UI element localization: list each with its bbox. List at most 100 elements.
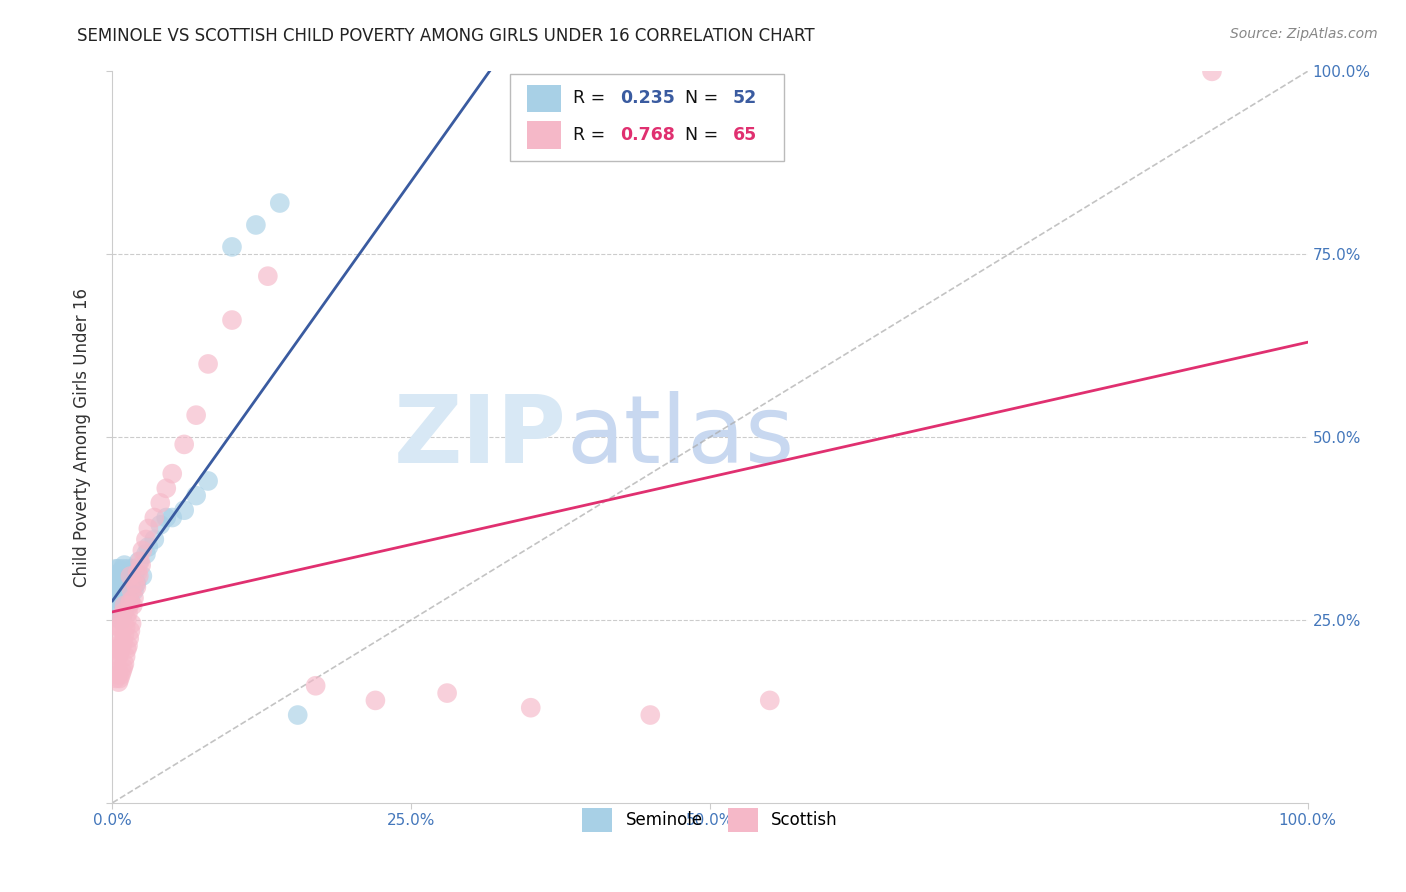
Point <box>115 613 138 627</box>
Point <box>104 591 127 605</box>
Point <box>110 591 132 605</box>
Point <box>117 639 139 653</box>
Text: ZIP: ZIP <box>394 391 567 483</box>
Point <box>115 642 138 657</box>
FancyBboxPatch shape <box>527 121 561 149</box>
Point <box>131 543 153 558</box>
Point <box>245 218 267 232</box>
Point <box>112 635 135 649</box>
Point <box>118 632 141 646</box>
FancyBboxPatch shape <box>527 85 561 112</box>
Point <box>197 474 219 488</box>
Point <box>120 594 142 608</box>
Point <box>173 503 195 517</box>
Point <box>111 566 134 580</box>
Point <box>114 558 135 573</box>
Point <box>287 708 309 723</box>
Text: R =: R = <box>572 89 610 107</box>
Point <box>138 540 160 554</box>
Point <box>121 576 143 591</box>
Text: 0.768: 0.768 <box>620 126 675 144</box>
Point <box>105 672 128 686</box>
Point <box>129 554 152 568</box>
Point <box>108 672 131 686</box>
Point <box>1201 64 1223 78</box>
Point <box>110 642 132 657</box>
Point <box>118 599 141 613</box>
Point <box>105 642 128 657</box>
Point <box>759 693 782 707</box>
Point <box>120 594 142 608</box>
Point <box>640 708 662 723</box>
Text: atlas: atlas <box>567 391 794 483</box>
Point <box>115 566 138 580</box>
Point <box>186 489 208 503</box>
Point <box>128 554 150 568</box>
Point <box>305 679 328 693</box>
Point <box>104 627 127 641</box>
Text: 52: 52 <box>733 89 756 107</box>
Point <box>108 599 131 613</box>
Point <box>104 649 127 664</box>
Point <box>364 693 387 707</box>
Point <box>143 510 166 524</box>
Text: 0.235: 0.235 <box>620 89 675 107</box>
Point <box>112 606 135 620</box>
Y-axis label: Child Poverty Among Girls Under 16: Child Poverty Among Girls Under 16 <box>73 287 91 587</box>
Point <box>110 569 132 583</box>
Point <box>135 547 157 561</box>
Point <box>122 583 145 598</box>
Point <box>105 576 128 591</box>
Point <box>114 657 135 671</box>
Point <box>117 591 139 605</box>
Point <box>105 639 128 653</box>
Point <box>149 517 172 532</box>
Point <box>120 624 142 638</box>
Point <box>111 587 134 601</box>
Point <box>117 606 139 620</box>
Point <box>105 667 128 681</box>
Point <box>155 510 177 524</box>
Point <box>114 569 136 583</box>
Point <box>520 700 543 714</box>
Point <box>105 583 128 598</box>
Point <box>117 562 139 576</box>
Point <box>112 606 135 620</box>
Point <box>114 627 135 641</box>
Point <box>111 664 134 678</box>
Text: N =: N = <box>685 126 724 144</box>
Point <box>120 569 142 583</box>
Point <box>127 566 149 580</box>
Point <box>197 357 219 371</box>
Point <box>143 533 166 547</box>
Point <box>107 562 129 576</box>
Point <box>436 686 458 700</box>
Point <box>103 664 125 678</box>
Point <box>107 583 129 598</box>
Point <box>122 591 145 605</box>
Point <box>221 240 243 254</box>
Point <box>124 576 146 591</box>
Point <box>112 562 135 576</box>
Point <box>125 576 148 591</box>
Point <box>112 660 135 674</box>
Point <box>107 606 129 620</box>
Point <box>269 196 291 211</box>
Text: Source: ZipAtlas.com: Source: ZipAtlas.com <box>1230 27 1378 41</box>
Point <box>257 269 280 284</box>
Point <box>107 649 129 664</box>
Point <box>107 620 129 634</box>
Point <box>131 569 153 583</box>
Point <box>173 437 195 451</box>
Point <box>110 613 132 627</box>
Text: SEMINOLE VS SCOTTISH CHILD POVERTY AMONG GIRLS UNDER 16 CORRELATION CHART: SEMINOLE VS SCOTTISH CHILD POVERTY AMONG… <box>77 27 815 45</box>
Point <box>108 620 131 634</box>
Point <box>121 583 143 598</box>
Point <box>221 313 243 327</box>
Point <box>107 675 129 690</box>
Point <box>110 613 132 627</box>
Point <box>111 609 134 624</box>
Point <box>121 599 143 613</box>
Point <box>105 562 128 576</box>
Legend: Seminole, Scottish: Seminole, Scottish <box>575 801 845 838</box>
